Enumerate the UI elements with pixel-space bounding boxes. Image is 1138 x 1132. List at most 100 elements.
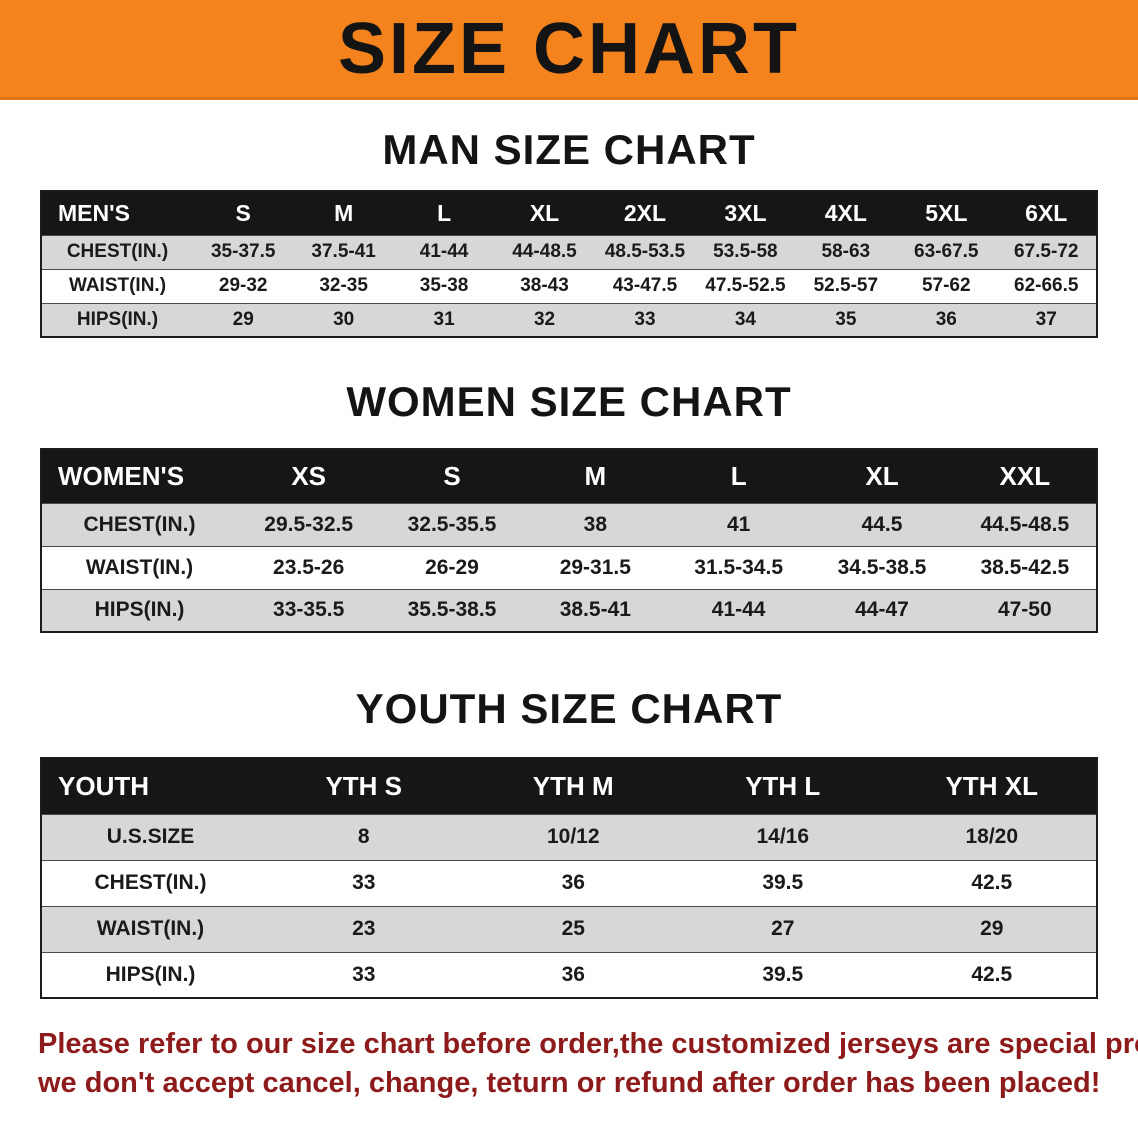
table-cell: 26-29 (380, 545, 524, 589)
table-cell: 39.5 (678, 951, 888, 998)
column-header: XS (237, 449, 381, 503)
column-header: YTH XL (887, 758, 1097, 814)
table-cell: 67.5-72 (996, 234, 1097, 269)
table-cell: 31 (393, 302, 495, 337)
column-header: YTH S (259, 758, 469, 814)
row-label: WAIST(IN.) (41, 268, 193, 303)
row-label-header: MEN'S (41, 191, 193, 235)
table-cell: 33 (259, 859, 469, 906)
table-cell: 37 (996, 302, 1097, 337)
row-label-header: WOMEN'S (41, 449, 237, 503)
table-cell: 36 (896, 302, 997, 337)
table-cell: 57-62 (896, 268, 997, 303)
column-header: S (193, 191, 294, 235)
row-label: CHEST(IN.) (41, 234, 193, 269)
table-cell: 38-43 (494, 268, 595, 303)
table-header-row: WOMEN'S XS S M L XL XXL (41, 449, 1097, 503)
table-cell: 32.5-35.5 (380, 502, 524, 546)
table-cell: 44.5 (810, 502, 954, 546)
man-size-chart-title: MAN SIZE CHART (382, 126, 756, 173)
table-cell: 35 (795, 302, 897, 337)
table-cell: 33-35.5 (237, 588, 381, 632)
table-cell: 41 (666, 502, 811, 546)
table-cell: 36 (468, 859, 678, 906)
table-cell: 10/12 (468, 813, 678, 860)
table-row: U.S.SIZE 8 10/12 14/16 18/20 (41, 813, 1097, 860)
column-header: 2XL (594, 191, 696, 235)
table-cell: 53.5-58 (695, 234, 796, 269)
table-cell: 44.5-48.5 (953, 502, 1097, 546)
table-cell: 41-44 (666, 588, 811, 632)
footer-disclaimer: Please refer to our size chart before or… (38, 1025, 1138, 1103)
table-cell: 27 (678, 905, 888, 952)
row-label: CHEST(IN.) (41, 502, 237, 546)
table-row: HIPS(IN.) 29 30 31 32 33 34 35 36 37 (41, 302, 1097, 337)
table-cell: 52.5-57 (795, 268, 897, 303)
column-header: XL (494, 191, 595, 235)
table-cell: 29.5-32.5 (237, 502, 381, 546)
table-cell: 23.5-26 (237, 545, 381, 589)
table-cell: 29 (887, 905, 1097, 952)
women-size-chart-title: WOMEN SIZE CHART (346, 378, 792, 425)
table-header-row: MEN'S S M L XL 2XL 3XL 4XL 5XL 6XL (41, 191, 1097, 235)
table-cell: 47.5-52.5 (695, 268, 796, 303)
column-header: L (393, 191, 495, 235)
table-row: HIPS(IN.) 33 36 39.5 42.5 (41, 951, 1097, 998)
footer-disclaimer-line1: Please refer to our size chart before or… (38, 1028, 1138, 1060)
table-cell: 62-66.5 (996, 268, 1097, 303)
table-cell: 29 (193, 302, 294, 337)
table-cell: 8 (259, 813, 469, 860)
table-row: HIPS(IN.) 33-35.5 35.5-38.5 38.5-41 41-44 44-… (41, 588, 1097, 632)
row-label: CHEST(IN.) (41, 859, 259, 906)
footer-disclaimer-line2: we don't accept cancel, change, teturn o… (38, 1067, 1101, 1100)
table-row: WAIST(IN.) 23.5-26 26-29 29-31.5 31.5-34.5 34… (41, 545, 1097, 589)
table-cell: 35.5-38.5 (380, 588, 524, 632)
table-cell: 38 (523, 502, 667, 546)
table-cell: 48.5-53.5 (594, 234, 696, 269)
page-title: SIZE CHART (338, 8, 800, 89)
row-label: HIPS(IN.) (41, 951, 259, 998)
table-cell: 42.5 (887, 859, 1097, 906)
table-row: CHEST(IN.) 35-37.5 37.5-41 41-44 44-48.5 48.5… (41, 234, 1097, 269)
row-label-header: YOUTH (41, 758, 259, 814)
column-header: L (666, 449, 811, 503)
table-cell: 37.5-41 (293, 234, 394, 269)
womens-size-table: WOMEN'S XS S M L XL XXL CHEST(IN.) 29.5-32.5 32.5… (40, 448, 1098, 633)
table-cell: 58-63 (795, 234, 897, 269)
column-header: YTH L (678, 758, 888, 814)
table-cell: 43-47.5 (594, 268, 696, 303)
column-header: YTH M (468, 758, 678, 814)
table-cell: 36 (468, 951, 678, 998)
table-cell: 18/20 (887, 813, 1097, 860)
table-cell: 33 (594, 302, 696, 337)
row-label: WAIST(IN.) (41, 905, 259, 952)
table-cell: 29-31.5 (523, 545, 667, 589)
table-cell: 32 (494, 302, 595, 337)
table-header-row: YOUTH YTH S YTH M YTH L YTH XL (41, 758, 1097, 814)
table-cell: 31.5-34.5 (666, 545, 811, 589)
table-cell: 34 (695, 302, 796, 337)
column-header: 5XL (896, 191, 997, 235)
table-cell: 47-50 (953, 588, 1097, 632)
table-cell: 34.5-38.5 (810, 545, 954, 589)
table-cell: 33 (259, 951, 469, 998)
table-cell: 38.5-42.5 (953, 545, 1097, 589)
table-cell: 63-67.5 (896, 234, 997, 269)
row-label: HIPS(IN.) (41, 588, 237, 632)
column-header: M (523, 449, 667, 503)
table-cell: 39.5 (678, 859, 888, 906)
table-cell: 35-37.5 (193, 234, 294, 269)
youth-size-chart-title: YOUTH SIZE CHART (355, 685, 783, 732)
column-header: 4XL (795, 191, 897, 235)
column-header: 6XL (996, 191, 1097, 235)
table-row: WAIST(IN.) 29-32 32-35 35-38 38-43 43-47.5 47.… (41, 268, 1097, 303)
row-label: U.S.SIZE (41, 813, 259, 860)
table-cell: 14/16 (678, 813, 888, 860)
row-label: HIPS(IN.) (41, 302, 193, 337)
table-row: WAIST(IN.) 23 25 27 29 (41, 905, 1097, 952)
column-header: 3XL (695, 191, 796, 235)
table-cell: 41-44 (393, 234, 495, 269)
row-label: WAIST(IN.) (41, 545, 237, 589)
column-header: M (293, 191, 394, 235)
table-cell: 32-35 (293, 268, 394, 303)
